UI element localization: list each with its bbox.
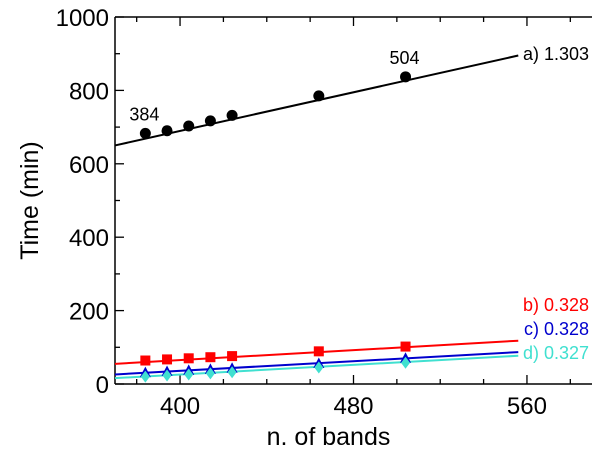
point-annotations: 384 504	[129, 48, 419, 125]
series-label: a) 1.303	[523, 44, 589, 64]
data-point	[401, 356, 411, 369]
data-point	[226, 109, 238, 121]
plot-frame	[114, 16, 592, 385]
data-point	[140, 355, 151, 366]
y-tick-label: 200	[69, 299, 109, 326]
y-tick-label: 1000	[56, 5, 109, 32]
data-point	[314, 361, 324, 374]
data-point	[204, 115, 216, 127]
y-axis-title: Time (min)	[16, 141, 44, 260]
y-tick-label: 400	[69, 225, 109, 252]
data-point	[161, 125, 173, 137]
data-point	[313, 90, 325, 102]
data-point	[162, 354, 173, 365]
y-axis-ticks: 0 200 400 600 800 1000	[56, 5, 124, 399]
data-point	[227, 366, 237, 379]
data-point	[139, 127, 151, 139]
point-annotation: 384	[129, 104, 159, 124]
data-markers	[139, 71, 412, 383]
y-tick-label: 800	[69, 78, 109, 105]
series-label: c) 0.328	[524, 319, 589, 339]
data-point	[183, 353, 194, 364]
series-label: b) 0.328	[523, 295, 589, 315]
data-point	[162, 369, 172, 382]
data-point	[140, 370, 150, 383]
x-tick-label: 480	[333, 393, 373, 420]
x-axis-ticks: 400 480 560	[136, 17, 571, 420]
series-label: d) 0.327	[523, 343, 589, 363]
data-point	[227, 351, 238, 362]
data-point	[205, 367, 215, 380]
point-annotation: 504	[390, 48, 420, 68]
data-point	[205, 352, 216, 363]
y-tick-label: 600	[69, 152, 109, 179]
data-point	[184, 368, 194, 381]
x-tick-label: 400	[160, 393, 200, 420]
series-labels: a) 1.303 b) 0.328 c) 0.328 d) 0.327	[523, 44, 589, 363]
data-point	[400, 341, 411, 352]
data-point	[183, 120, 195, 132]
x-tick-label: 560	[507, 393, 547, 420]
fit-lines	[114, 54, 519, 380]
data-point	[400, 71, 412, 83]
data-point	[313, 346, 324, 357]
x-axis-title: n. of bands	[267, 423, 391, 451]
y-tick-label: 0	[96, 372, 109, 399]
